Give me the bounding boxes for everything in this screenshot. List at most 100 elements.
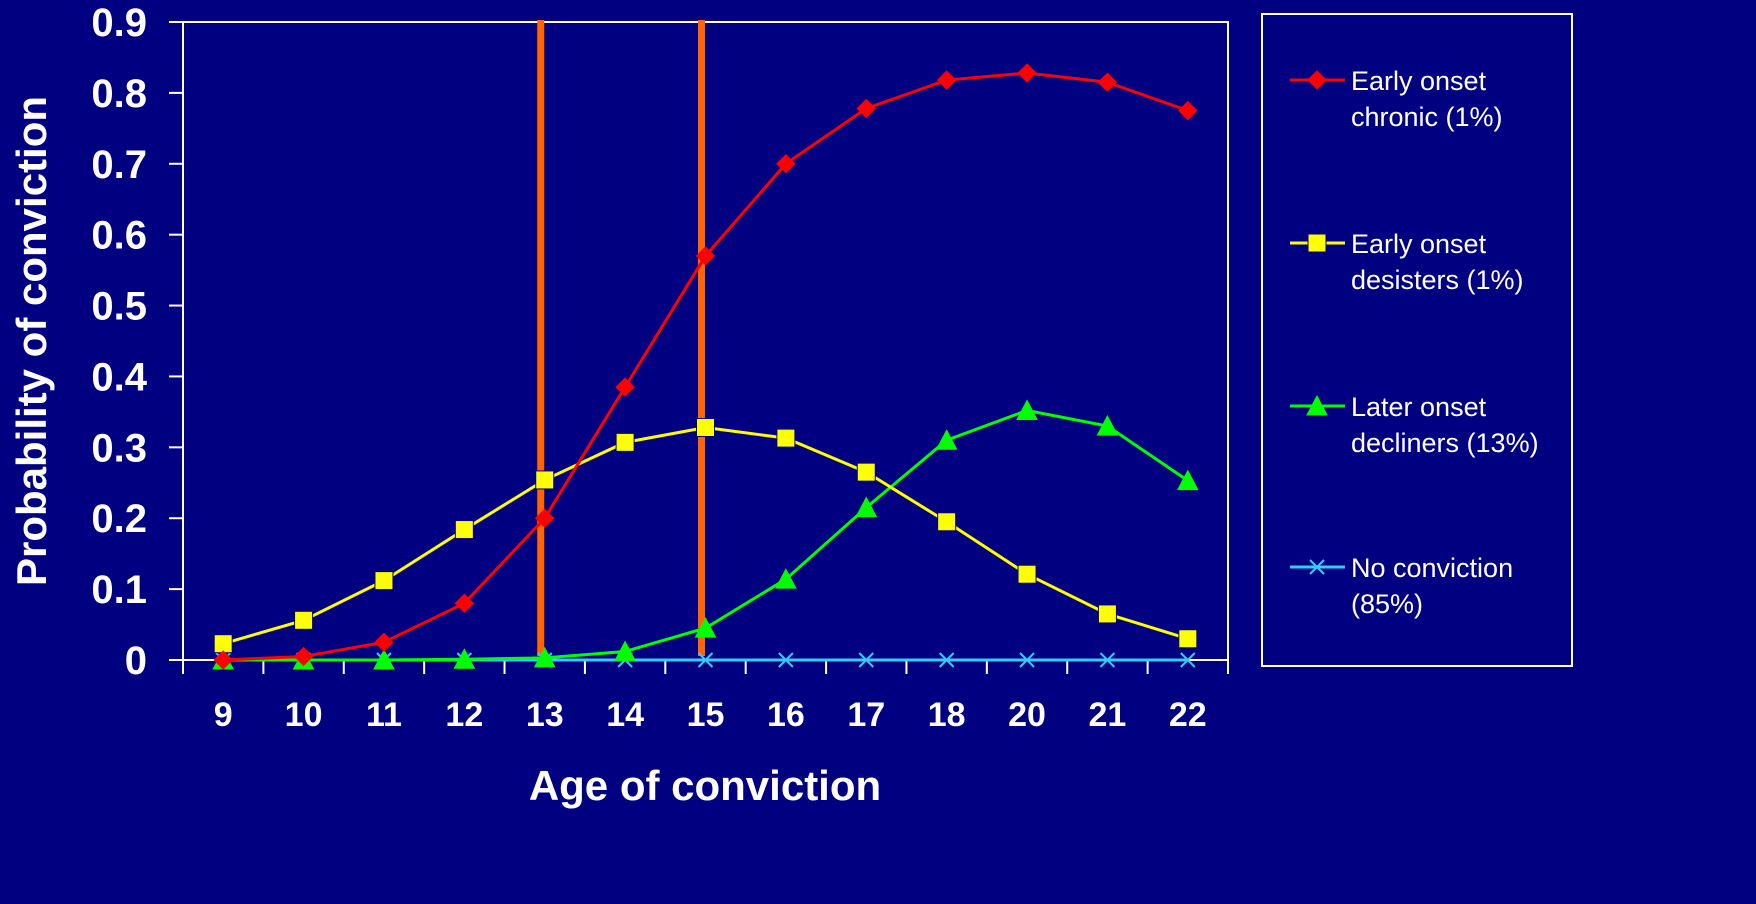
data-point — [935, 429, 958, 450]
data-point-stroke — [938, 652, 955, 668]
data-point — [1017, 564, 1037, 584]
data-point-stroke — [778, 652, 794, 668]
data-point — [213, 650, 233, 670]
x-tick-label: 17 — [847, 696, 885, 734]
plot-area — [182, 21, 1229, 661]
series-layer — [212, 63, 1199, 670]
data-point — [1178, 629, 1198, 649]
series-3 — [212, 399, 1199, 670]
x-tick-label: 22 — [1169, 696, 1207, 734]
x-tick-label: 11 — [366, 696, 402, 734]
y-tick-label: 0.5 — [91, 285, 147, 329]
data-point — [615, 432, 635, 452]
legend-label: Early onset — [1351, 66, 1487, 96]
legend-box — [1261, 13, 1573, 667]
data-point — [533, 646, 556, 668]
y-tick-label: 0 — [125, 639, 147, 683]
x-tick-label: 18 — [928, 696, 966, 734]
data-point — [294, 610, 314, 630]
data-point — [1097, 604, 1117, 624]
legend-label: desisters (1%) — [1351, 265, 1524, 295]
legend-label: (85%) — [1351, 589, 1423, 619]
data-point — [937, 512, 957, 532]
x-tick-label: 14 — [606, 696, 644, 734]
data-point — [454, 520, 474, 540]
data-point — [855, 496, 878, 518]
data-point-stroke — [858, 652, 874, 668]
data-point — [776, 154, 796, 174]
data-point — [856, 462, 876, 482]
data-point — [293, 646, 314, 667]
data-point-stroke — [1019, 652, 1035, 668]
data-point — [614, 640, 636, 661]
data-point — [1099, 652, 1116, 668]
data-point — [856, 98, 876, 119]
data-point — [1016, 399, 1038, 420]
data-point — [696, 417, 715, 437]
data-point — [535, 470, 555, 490]
data-point — [535, 508, 555, 528]
data-point — [1017, 63, 1037, 83]
x-tick-label: 12 — [445, 696, 483, 734]
y-tick-label: 0.9 — [91, 1, 147, 45]
x-tick-label: 10 — [285, 696, 323, 734]
legend-label: Early onset — [1351, 229, 1487, 259]
x-tick-label: 20 — [1008, 696, 1046, 734]
data-point — [776, 428, 796, 448]
legend-item: Early onset desisters (1%) — [1290, 229, 1524, 295]
data-point-stroke — [1309, 559, 1325, 575]
data-point — [1176, 469, 1199, 491]
series-2 — [213, 417, 1198, 654]
data-point — [858, 652, 874, 668]
data-point — [374, 632, 394, 652]
x-axis-title: Age of conviction — [529, 762, 881, 809]
data-point — [1178, 100, 1198, 121]
x-tick-label: 16 — [767, 696, 805, 734]
legend-label: decliners (13%) — [1351, 428, 1539, 458]
data-point — [778, 652, 794, 668]
x-axis: 9 10 11 12 13 14 15 16 17 18 20 21 22 — [182, 659, 1229, 734]
data-point — [1096, 414, 1119, 436]
y-axis: 0 0.1 0.2 0.3 0.4 0.5 0.6 0.7 0.8 0.9 — [91, 1, 183, 683]
data-point — [1019, 652, 1035, 668]
data-point — [695, 246, 716, 266]
y-tick-label: 0.8 — [91, 72, 147, 116]
data-point — [453, 648, 476, 669]
data-point — [1307, 70, 1327, 90]
data-point — [615, 377, 635, 397]
data-point — [213, 634, 233, 654]
y-tick-label: 0.3 — [91, 426, 147, 470]
legend-label: chronic (1%) — [1351, 102, 1503, 132]
y-tick-label: 0.4 — [91, 355, 147, 399]
y-tick-label: 0.6 — [91, 214, 147, 258]
data-point-stroke — [1099, 652, 1116, 668]
data-point — [1306, 394, 1328, 416]
legend-label: No conviction — [1351, 553, 1513, 583]
legend-item: Later onset decliners (13%) — [1290, 392, 1539, 458]
data-point-stroke — [697, 652, 714, 668]
x-tick-label: 9 — [214, 696, 233, 734]
data-point — [1307, 233, 1327, 253]
data-point — [697, 652, 714, 668]
legend-label: Later onset — [1351, 392, 1487, 422]
y-tick-label: 0.2 — [91, 497, 147, 541]
data-point — [374, 571, 394, 591]
data-point — [775, 568, 797, 589]
y-tick-label: 0.1 — [91, 568, 147, 612]
legend-item: Early onset chronic (1%) — [1290, 66, 1503, 132]
data-point — [454, 593, 475, 613]
legend: Early onset chronic (1%) Early onset desist… — [1290, 66, 1539, 619]
data-point — [373, 648, 395, 670]
series-1 — [213, 63, 1198, 670]
data-point — [936, 70, 957, 90]
y-axis-title: Probability of conviction — [8, 96, 55, 586]
data-point — [1097, 72, 1118, 92]
data-point — [1309, 559, 1325, 575]
x-tick-label: 15 — [687, 696, 725, 734]
y-tick-label: 0.7 — [91, 143, 147, 187]
data-point-stroke — [1180, 652, 1196, 668]
data-point — [1180, 652, 1196, 668]
legend-item: No conviction (85%) — [1290, 553, 1513, 619]
